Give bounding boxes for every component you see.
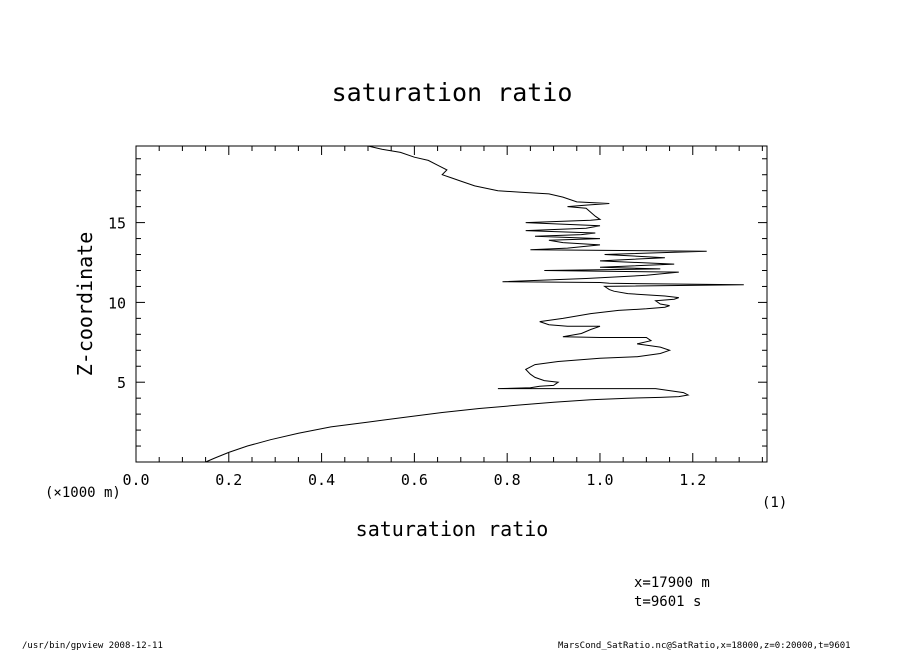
y-tick-label: 10 bbox=[108, 294, 126, 312]
plot-area: 0.0 0.2 0.4 0.6 0.8 1.0 1.2 5 10 15 bbox=[108, 145, 768, 489]
series-line bbox=[205, 145, 744, 463]
footer-source: MarsCond_SatRatio.nc@SatRatio,x=18000,z=… bbox=[558, 641, 851, 651]
x-tick-label: 0.6 bbox=[401, 471, 428, 489]
x-tick-label: 1.2 bbox=[679, 471, 706, 489]
x-unit-label: (1) bbox=[762, 495, 787, 511]
y-tick-label: 5 bbox=[117, 374, 126, 392]
chart-title: saturation ratio bbox=[332, 78, 573, 107]
x-axis-label: saturation ratio bbox=[356, 517, 549, 541]
x-tick-label: 0.2 bbox=[215, 471, 242, 489]
y-tick-label: 15 bbox=[108, 215, 126, 233]
x-tick-label: 0.0 bbox=[122, 471, 149, 489]
y-axis-label: Z-coordinate bbox=[73, 232, 97, 377]
time-note: t=9601 s bbox=[634, 594, 702, 610]
x-tick-label: 1.0 bbox=[586, 471, 613, 489]
footer-command: /usr/bin/gpview 2008-12-11 bbox=[22, 641, 163, 651]
x-tick-label: 0.8 bbox=[494, 471, 521, 489]
x-position-note: x=17900 m bbox=[634, 575, 710, 591]
y-unit-label: (×1000 m) bbox=[45, 485, 121, 501]
plot-frame bbox=[135, 145, 768, 463]
x-tick-label: 0.4 bbox=[308, 471, 335, 489]
